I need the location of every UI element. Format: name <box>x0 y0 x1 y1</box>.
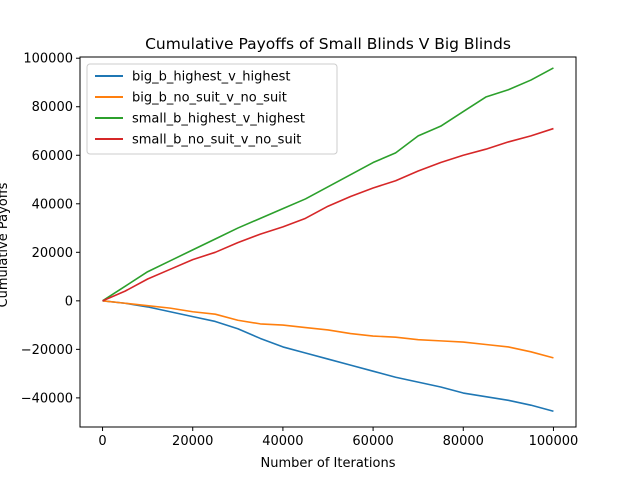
y-tick-label: 0 <box>65 294 73 309</box>
series-line-big_b_no_suit_v_no_suit <box>102 300 554 359</box>
y-tick-label: 100000 <box>23 52 73 67</box>
legend-label-big_b_no_suit_v_no_suit: big_b_no_suit_v_no_suit <box>132 91 287 106</box>
y-tick-label: −40000 <box>21 391 73 406</box>
series-line-small_b_no_suit_v_no_suit <box>102 127 554 302</box>
y-tick-label: 40000 <box>32 197 73 212</box>
axes-frame <box>79 56 577 428</box>
legend-label-small_b_highest_v_highest: small_b_highest_v_highest <box>132 112 305 127</box>
x-tick-label: 40000 <box>262 434 303 449</box>
chart-title: Cumulative Payoffs of Small Blinds V Big… <box>145 35 511 53</box>
series-line-big_b_highest_v_highest <box>102 300 554 413</box>
y-tick-label: 60000 <box>32 149 73 164</box>
x-tick-label: 80000 <box>443 434 484 449</box>
legend-box <box>86 63 338 155</box>
legend-label-big_b_highest_v_highest: big_b_highest_v_highest <box>132 70 290 85</box>
x-tick-label: 60000 <box>352 434 393 449</box>
y-tick-label: −20000 <box>21 343 73 358</box>
series-line-small_b_highest_v_highest <box>102 67 554 302</box>
x-tick-label: 0 <box>98 434 106 449</box>
legend: big_b_highest_v_highest big_b_no_suit_v_n… <box>86 63 338 155</box>
y-tick-label: 20000 <box>32 246 73 261</box>
plot-area <box>79 56 577 428</box>
x-tick-label: 100000 <box>529 434 579 449</box>
axis-ticks: 0 20000 40000 60000 80000 100000 −40000 −20000 0… <box>21 52 579 449</box>
y-tick-label: 80000 <box>32 100 73 115</box>
x-tick-label: 20000 <box>172 434 213 449</box>
legend-label-small_b_no_suit_v_no_suit: small_b_no_suit_v_no_suit <box>132 133 301 148</box>
y-axis-title: Cumulative Payoffs <box>0 182 11 307</box>
x-axis-title: Number of Iterations <box>261 456 396 471</box>
